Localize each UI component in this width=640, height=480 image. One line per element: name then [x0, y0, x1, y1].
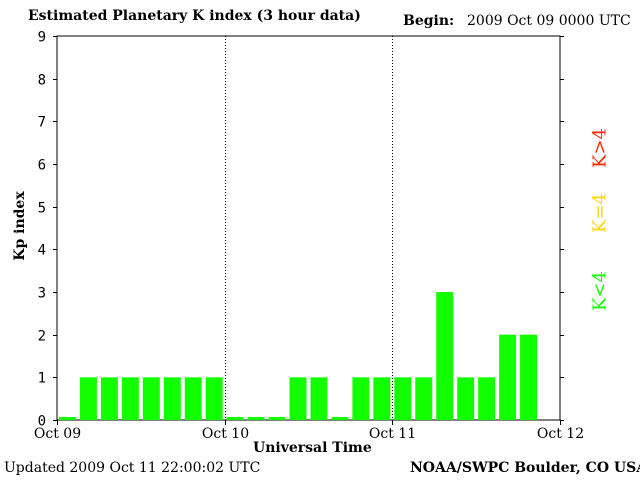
x-tick-label: Oct 10 [202, 426, 249, 442]
updated-timestamp: Updated 2009 Oct 11 22:00:02 UTC [4, 460, 261, 476]
kp-bar [268, 417, 286, 420]
legend-k-below-4: K<4 [589, 271, 611, 311]
y-tick-label: 2 [38, 329, 46, 345]
legend-k-equals-4: K=4 [589, 193, 611, 233]
kp-bar [415, 377, 433, 420]
y-tick-label: 5 [38, 201, 46, 217]
y-axis-label: Kp index [12, 191, 28, 261]
y-tick-label: 1 [38, 371, 46, 387]
kp-bar [310, 377, 328, 420]
begin-value: 2009 Oct 09 0000 UTC [467, 13, 631, 29]
y-tick-label: 7 [38, 115, 46, 131]
kp-bar [205, 377, 223, 420]
kp-bar [226, 417, 244, 420]
x-tick-label: Oct 12 [537, 426, 584, 442]
y-tick-label: 9 [38, 30, 46, 46]
kp-bar [373, 377, 391, 420]
kp-bar [394, 377, 412, 420]
kp-bar [457, 377, 475, 420]
kp-bar [247, 417, 265, 420]
kp-bar [59, 417, 76, 420]
kp-bar [163, 377, 181, 420]
y-tick-label: 3 [38, 286, 46, 302]
x-tick-label: Oct 09 [34, 426, 81, 442]
kp-bar [352, 377, 370, 420]
kp-bar [79, 377, 97, 420]
y-tick-label: 8 [38, 73, 46, 89]
kp-bar [100, 377, 118, 420]
kp-bar [142, 377, 160, 420]
x-axis-label: Universal Time [253, 440, 372, 456]
kp-bar [331, 417, 349, 420]
kp-bar [478, 377, 496, 420]
y-tick-label: 0 [38, 414, 46, 430]
kp-bar [499, 334, 517, 420]
y-tick-label: 4 [38, 243, 46, 259]
begin-label: Begin: [403, 13, 455, 29]
y-tick-label: 6 [38, 158, 46, 174]
legend-k-above-4: K>4 [589, 128, 611, 168]
kp-bar [436, 292, 454, 420]
kp-bar [289, 377, 307, 420]
x-tick-label: Oct 11 [369, 426, 416, 442]
plot-frame [56, 35, 561, 421]
kp-bar [121, 377, 139, 420]
credit-label: NOAA/SWPC Boulder, CO USA [410, 460, 640, 476]
chart-title: Estimated Planetary K index (3 hour data… [28, 8, 361, 24]
kp-bar [520, 334, 538, 420]
kp-bar [184, 377, 202, 420]
